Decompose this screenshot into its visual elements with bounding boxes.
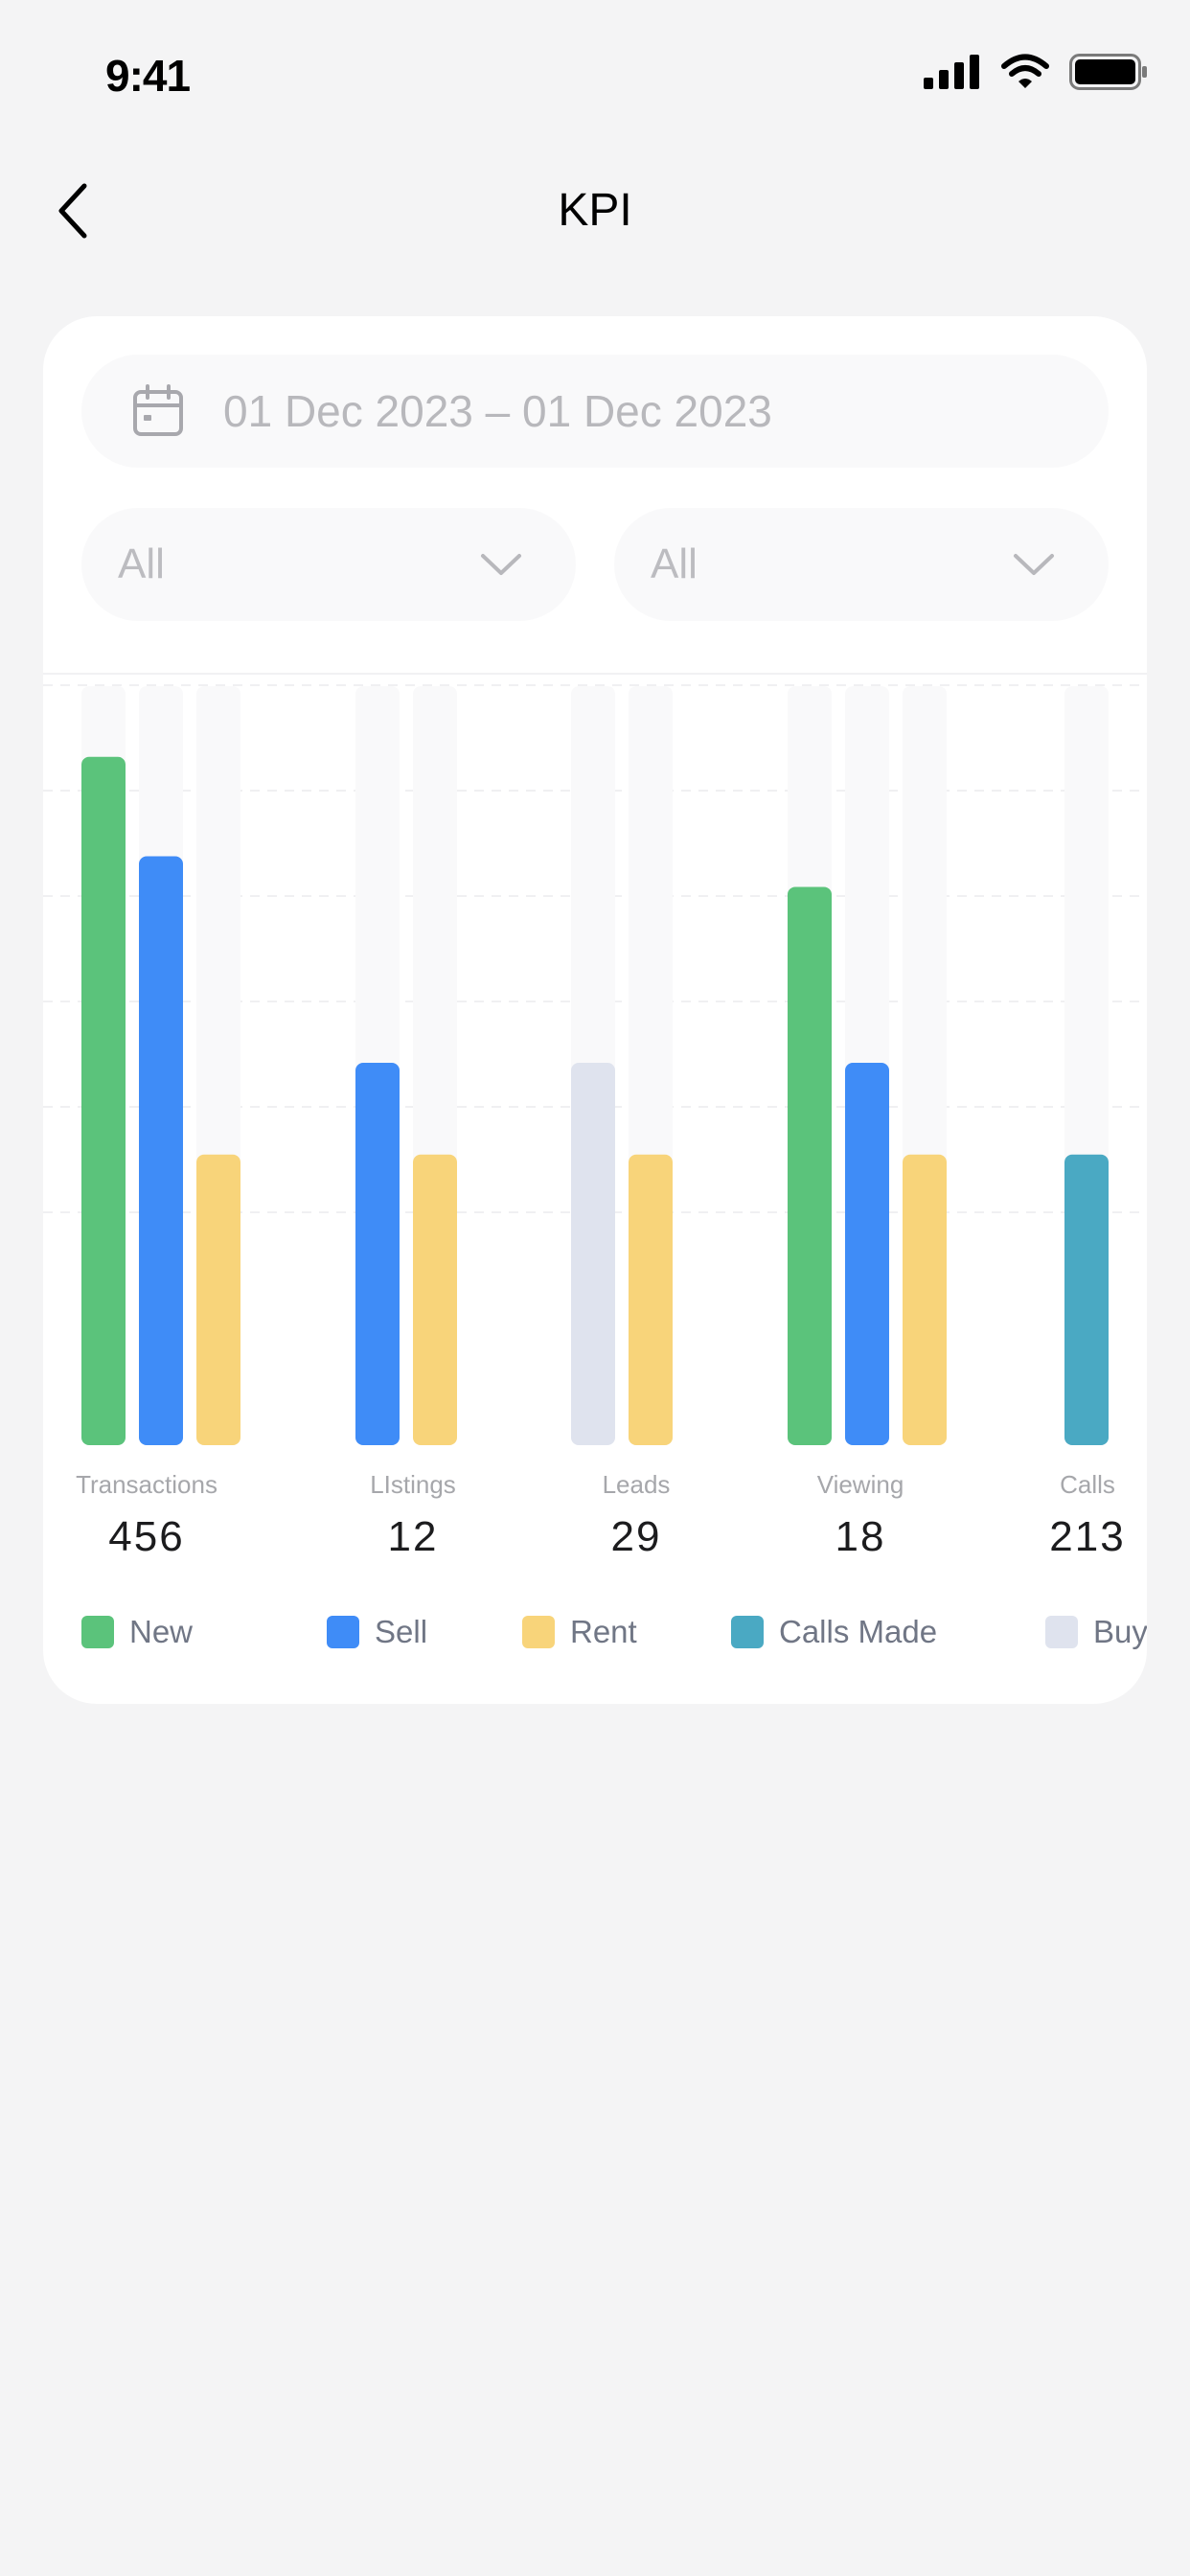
legend-swatch [731, 1616, 764, 1648]
filter-select-right-value: All [651, 540, 698, 587]
bar-listings-sell[interactable] [355, 1063, 400, 1445]
filter-select-left-value: All [118, 540, 165, 587]
category-label: Leads [602, 1470, 671, 1499]
wifi-icon [1000, 54, 1050, 95]
filter-select-left[interactable]: All [81, 508, 576, 621]
legend-swatch [327, 1616, 359, 1648]
bar-transactions-rent[interactable] [196, 1154, 240, 1445]
signal-icon [924, 55, 981, 94]
legend-label: Buy [1093, 1614, 1147, 1649]
bar-leads-rent[interactable] [629, 1154, 673, 1445]
date-range-picker[interactable]: 01 Dec 2023 – 01 Dec 2023 [81, 355, 1109, 468]
legend-item-sell[interactable]: Sell [327, 1614, 427, 1650]
chevron-down-icon [480, 552, 522, 577]
chart-legend: New Sell Rent Calls Made Buy [81, 1614, 1147, 1652]
category-total: 18 [835, 1513, 886, 1560]
status-time: 9:41 [105, 51, 191, 101]
category-total: 213 [1049, 1513, 1126, 1560]
kpi-bar-chart [43, 684, 1147, 1445]
date-range-text: 01 Dec 2023 – 01 Dec 2023 [223, 386, 772, 436]
bar-transactions-new[interactable] [81, 756, 126, 1445]
legend-item-calls-made[interactable]: Calls Made [731, 1614, 937, 1650]
calendar-icon [131, 384, 185, 438]
legend-label: Sell [375, 1614, 428, 1649]
legend-swatch [522, 1616, 555, 1648]
category-label: Calls [1060, 1470, 1115, 1499]
battery-icon [1069, 54, 1148, 95]
chevron-left-icon [54, 182, 92, 244]
legend-swatch [1045, 1616, 1078, 1648]
category-label: LIstings [370, 1470, 456, 1499]
category-viewing: Viewing 18 [755, 1470, 966, 1561]
category-label: Transactions [76, 1470, 217, 1499]
kpi-card: 01 Dec 2023 – 01 Dec 2023 All All Transa… [43, 316, 1147, 1704]
bar-viewing-new[interactable] [788, 886, 832, 1445]
legend-item-new[interactable]: New [81, 1614, 193, 1650]
status-icons [924, 54, 1148, 95]
legend-item-rent[interactable]: Rent [522, 1614, 637, 1650]
category-transactions: Transactions 456 [43, 1470, 252, 1561]
category-leads: Leads 29 [531, 1470, 742, 1561]
divider [43, 673, 1147, 675]
page-title: KPI [558, 185, 632, 236]
bar-listings-rent[interactable] [413, 1154, 457, 1445]
bar-leads-buy[interactable] [571, 1063, 615, 1445]
bar-transactions-sell[interactable] [139, 856, 183, 1445]
category-total: 29 [610, 1513, 662, 1560]
legend-label: Calls Made [779, 1614, 938, 1649]
category-label: Viewing [816, 1470, 904, 1499]
bar-viewing-sell[interactable] [845, 1063, 889, 1445]
legend-label: New [129, 1614, 194, 1649]
bar-calls-calls-made[interactable] [1064, 1154, 1109, 1445]
category-total: 456 [108, 1513, 185, 1560]
legend-swatch [81, 1616, 114, 1648]
category-calls: Calls 213 [982, 1470, 1147, 1561]
legend-item-buy[interactable]: Buy [1045, 1614, 1147, 1650]
back-button[interactable] [54, 174, 130, 251]
chevron-down-icon [1013, 552, 1055, 577]
nav-bar: KPI [0, 163, 1190, 259]
category-listings: LIstings 12 [308, 1470, 518, 1561]
status-bar: 9:41 [0, 0, 1190, 144]
filter-select-right[interactable]: All [614, 508, 1109, 621]
legend-label: Rent [570, 1614, 637, 1649]
bar-viewing-rent[interactable] [903, 1154, 947, 1445]
category-total: 12 [387, 1513, 439, 1560]
